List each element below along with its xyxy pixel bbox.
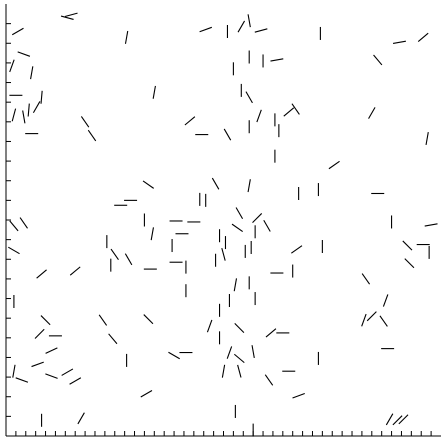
segment-mark [45,373,58,379]
segment-mark [223,128,232,141]
segment-mark [373,54,383,66]
segment-mark [19,217,28,229]
segment-mark [392,415,403,426]
segment-mark [256,109,262,123]
segment-mark [9,59,15,73]
segment-mark [425,132,429,146]
segment-mark [234,323,245,333]
segment-mark [30,66,34,80]
segment-mark [424,223,438,227]
segment-mark [45,347,58,354]
segment-mark [143,314,154,325]
segment-mark [140,390,153,398]
segment-mark [124,30,129,44]
plot-segments [8,12,438,437]
segment-mark [231,223,243,233]
segment-mark [226,346,233,359]
segment-mark [379,315,388,327]
segment-mark [270,58,284,62]
segment-mark [233,278,238,292]
segment-mark [40,90,43,104]
segment-mark [402,240,413,251]
segment-mark [392,40,406,44]
segment-mark [40,315,51,326]
segment-mark [152,85,156,99]
segment-mark [32,101,41,113]
segment-mark [69,377,82,385]
segment-mark [382,294,389,307]
segment-mark [245,91,253,104]
segment-mark [252,213,263,224]
segment-mark [15,377,29,383]
segment-mark [398,414,409,425]
segment-mark [98,314,108,326]
segment-mark [150,227,154,241]
segment-mark [237,364,242,378]
segment-mark [124,253,133,266]
segment-mark [17,51,31,57]
segment-mark [211,177,220,190]
segment-mark [108,333,118,345]
segment-mark [12,364,16,378]
segment-mark [69,266,81,276]
segment-mark [36,269,47,279]
segment-mark [27,103,30,117]
segment-mark [60,15,74,20]
segment-mark [385,413,394,426]
segment-mark [247,179,251,193]
segment-mark [199,26,213,33]
segment-mark [61,368,74,376]
segment-mark [254,28,268,33]
segment-mark [417,32,429,42]
segment-mark [237,20,246,33]
segment-mark [87,129,97,142]
segment-mark [80,116,90,128]
segment-mark [291,103,300,115]
segment-mark [221,247,226,261]
segment-mark [142,180,155,189]
segment-mark [366,311,377,322]
segment-mark [361,313,367,327]
segment-mark [265,328,277,338]
segment-mark [251,345,255,359]
segment-mark [9,220,19,232]
segment-mark [291,245,303,254]
segment-mark [361,273,371,285]
segment-mark [8,246,20,255]
segment-mark [31,361,44,368]
segment-mark [168,351,180,360]
segment-mark [206,319,213,333]
segment-mark [263,219,271,232]
segment-mark [235,207,244,220]
segment-mark [292,393,305,399]
segment-mark [233,353,245,364]
segment-mark [404,258,415,269]
segment-mark [184,116,196,126]
segment-mark [34,328,45,339]
segment-mark [11,27,24,36]
segment-mark [64,12,78,18]
segment-mark [247,14,251,28]
segment-mark [221,364,226,378]
segment-mark [264,374,274,386]
segment-mark [283,107,295,117]
segment-mark [368,107,376,119]
segment-mark [328,160,340,170]
segment-mark [77,412,85,425]
segment-mark [22,110,26,124]
segment-mark [11,108,17,122]
segment-mark [110,248,119,261]
plot-axes [5,4,441,437]
